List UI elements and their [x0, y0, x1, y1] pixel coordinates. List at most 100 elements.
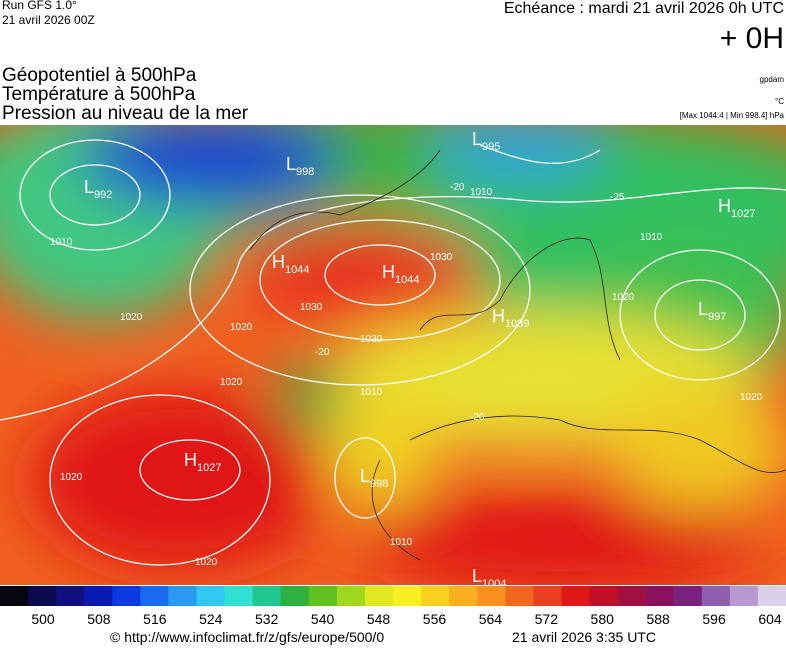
- colorbar-swatch: [393, 586, 422, 606]
- colorbar-tick-label: 524: [199, 611, 223, 627]
- colorbar-swatch: [308, 586, 338, 606]
- pressure-center: L995: [472, 129, 500, 153]
- pressure-center: L997: [698, 299, 726, 323]
- center-value: 1027: [731, 208, 755, 220]
- colorbar-swatch: [336, 586, 366, 606]
- pressure-center: L998: [360, 466, 388, 490]
- title: Pression au niveau de la mer: [2, 103, 249, 124]
- footer-time: 21 avril 2026 3:35 UTC: [512, 629, 656, 645]
- contour-label: 1010: [640, 232, 663, 243]
- colorbar-swatch: [533, 586, 562, 606]
- contour-label: 1020: [220, 377, 243, 388]
- contour-label: 1020: [230, 322, 253, 333]
- colorbar-swatch: [645, 586, 675, 606]
- center-value: 1027: [197, 462, 221, 474]
- colorbar-swatch: [224, 586, 254, 606]
- contour-label: -20: [470, 412, 485, 423]
- center-value: 1044: [395, 274, 419, 286]
- colorbar-tick-label: 556: [423, 611, 447, 627]
- center-value: 997: [708, 311, 726, 323]
- header: Run GFS 1.0° 21 avril 2026 00Z Echéance …: [2, 0, 785, 124]
- center-kind: L: [472, 566, 482, 586]
- colorbar-swatch: [28, 586, 57, 606]
- contour-label: -20: [315, 347, 330, 358]
- colorbar-swatch: [477, 586, 506, 606]
- colorbar-tick-label: 604: [758, 611, 782, 627]
- center-value: 1044: [285, 264, 309, 276]
- colorbar-tick-label: 572: [535, 611, 559, 627]
- run-date: 21 avril 2026 00Z: [2, 13, 95, 27]
- colorbar-tick-label: 548: [367, 611, 391, 627]
- unit: gpdam: [760, 75, 785, 84]
- pressure-center: H1044: [272, 252, 309, 276]
- coastlines: [249, 149, 786, 561]
- colorbar-swatch: [561, 586, 590, 606]
- center-kind: L: [698, 299, 708, 319]
- colorbar-swatch: [673, 586, 703, 606]
- contour-label: 1030: [300, 302, 323, 313]
- colorbar-swatch: [729, 586, 759, 606]
- center-kind: H: [272, 252, 285, 272]
- pressure-center: L998: [286, 154, 314, 178]
- colorbar-tick-label: 516: [143, 611, 167, 627]
- isobars: [0, 139, 786, 566]
- colorbar-swatch: [364, 586, 394, 606]
- colorbar-tick-label: 596: [702, 611, 726, 627]
- contour-label: 1020: [612, 292, 635, 303]
- pressure-center: H1044: [382, 262, 419, 286]
- colorbar-swatch: [505, 586, 534, 606]
- center-kind: H: [718, 196, 731, 216]
- colorbar-tick-label: 532: [255, 611, 279, 627]
- unit: [Max 1044.4 | Min 998.4] hPa: [680, 111, 785, 120]
- colorbar-swatch: [84, 586, 113, 606]
- colorbar-tick-label: 580: [591, 611, 615, 627]
- contour-label: 1020: [195, 557, 218, 568]
- colorbar-swatch: [449, 586, 478, 606]
- colorbar-swatch: [421, 586, 450, 606]
- colorbar-swatch: [701, 586, 731, 606]
- contour-label: 1020: [120, 312, 143, 323]
- colorbar-tick-label: 540: [311, 611, 335, 627]
- colorbar-tick-label: 500: [31, 611, 55, 627]
- colorbar-tick-label: 588: [646, 611, 670, 627]
- center-value: 998: [296, 166, 314, 178]
- contour-label: 1010: [470, 187, 493, 198]
- contour-label: 1010: [50, 237, 73, 248]
- colorbar-swatch: [757, 586, 786, 606]
- colorbar-tick-label: 564: [479, 611, 503, 627]
- contour-label: -25: [610, 192, 625, 203]
- contour-label: 1010: [360, 387, 383, 398]
- colorbar-swatch: [252, 586, 282, 606]
- colorbar-swatch: [140, 586, 169, 606]
- center-kind: H: [382, 262, 395, 282]
- center-kind: L: [472, 129, 482, 149]
- center-value: 992: [94, 189, 112, 201]
- center-kind: L: [84, 177, 94, 197]
- colorbar-swatch: [196, 586, 226, 606]
- colorbar-swatch: [589, 586, 619, 606]
- center-kind: L: [360, 466, 370, 486]
- unit: °C: [775, 97, 784, 106]
- center-value: 998: [370, 478, 388, 490]
- center-kind: H: [492, 306, 505, 326]
- contour-label: 1020: [740, 392, 763, 403]
- pressure-center: H1039: [492, 306, 529, 330]
- map-field: [0, 125, 786, 585]
- center-value: 995: [482, 141, 500, 153]
- contour-label: 1030: [360, 334, 383, 345]
- title: Température à 500hPa: [2, 84, 196, 105]
- lead-time: + 0H: [720, 22, 784, 55]
- footer-url: © http://www.infoclimat.fr/z/gfs/europe/…: [110, 629, 384, 645]
- center-kind: H: [184, 450, 197, 470]
- colorbar-swatch: [168, 586, 197, 606]
- colorbar-swatch: [280, 586, 310, 606]
- colorbar-swatch: [56, 586, 85, 606]
- title: Géopotentiel à 500hPa: [2, 65, 197, 86]
- pressure-center: H1027: [184, 450, 221, 474]
- center-kind: L: [286, 154, 296, 174]
- echeance: Echéance : mardi 21 avril 2026 0h UTC: [504, 0, 784, 17]
- run-label: Run GFS 1.0°: [2, 0, 77, 12]
- colorbar-swatch: [617, 586, 647, 606]
- colorbar-tick-label: 508: [87, 611, 111, 627]
